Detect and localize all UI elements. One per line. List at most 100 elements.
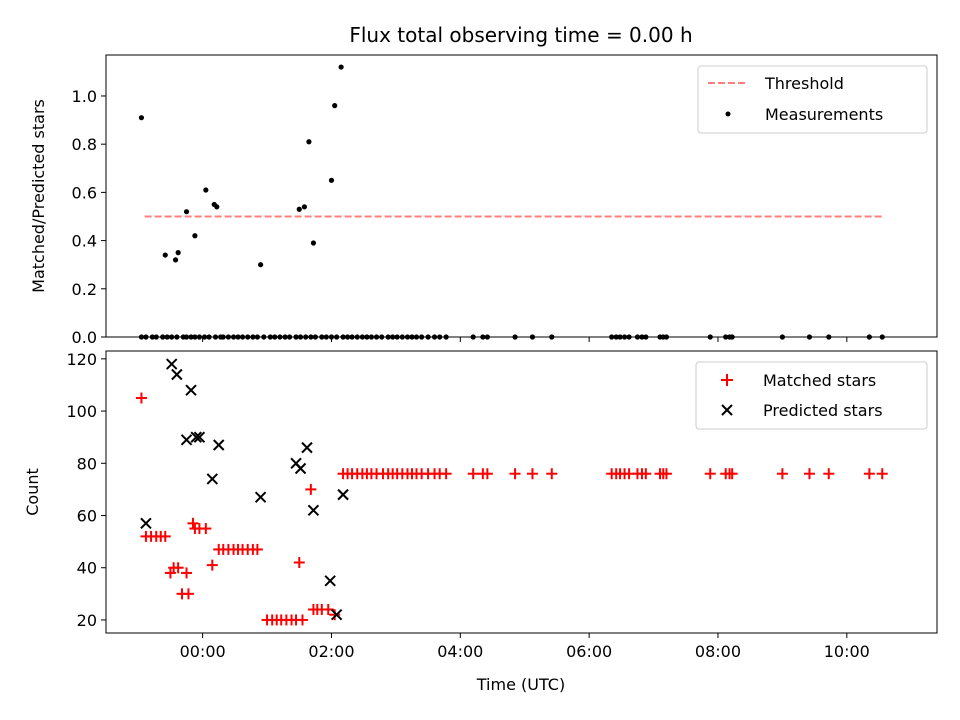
- measurement-point: [306, 139, 312, 145]
- measurement-point: [183, 209, 190, 215]
- x-axis-label: Time (UTC): [476, 675, 565, 694]
- measurement-point: [729, 334, 735, 340]
- predicted-star-point: [307, 504, 320, 516]
- matched-star-point: [776, 468, 788, 480]
- measurement-point: [529, 334, 536, 340]
- measurement-point: [344, 334, 351, 340]
- measurement-point: [192, 334, 198, 340]
- measurement-point: [549, 334, 555, 340]
- measurement-point: [390, 334, 396, 340]
- measurement-point: [512, 334, 518, 340]
- measurement-point: [235, 334, 241, 340]
- measurement-point: [312, 334, 318, 340]
- measurement-point: [308, 334, 314, 340]
- matched-star-point: [293, 557, 305, 568]
- bottom-y-axis-label: Count: [23, 468, 42, 516]
- measurement-point: [394, 334, 400, 340]
- predicted-star-point: [193, 431, 206, 443]
- bottom-y-tick-label: 40: [77, 559, 97, 578]
- measurement-point: [323, 334, 329, 340]
- bottom-legend: Matched stars Predicted stars: [695, 361, 928, 430]
- bottom-plot-marks: [135, 358, 888, 626]
- measurement-point: [338, 64, 344, 70]
- bottom-y-tick-label: 20: [77, 611, 97, 630]
- matched-star-point: [660, 468, 672, 480]
- measurement-point: [143, 334, 149, 340]
- measurement-point: [354, 334, 360, 340]
- matched-star-point: [182, 588, 194, 600]
- measurement-point: [188, 334, 194, 340]
- legend-predicted-swatch: [721, 404, 733, 416]
- measurement-point: [192, 233, 198, 239]
- top-y-tick-label: 1.0: [72, 87, 97, 106]
- measurement-point: [431, 334, 438, 340]
- bottom-axes-frame: [105, 350, 938, 634]
- top-panel: 0.0 0.2 0.4 0.6 0.8 1.0 Matched/Predicted sta…: [29, 54, 938, 347]
- bottom-x-tick-label: 04:00: [437, 642, 483, 661]
- measurement-point: [149, 334, 155, 340]
- top-legend: Threshold Measurements: [697, 65, 928, 134]
- measurement-point: [297, 334, 304, 340]
- predicted-star-point: [301, 441, 313, 454]
- matched-star-point: [296, 614, 308, 626]
- bottom-panel: 20 40 60 80 100 120 00:00 02:00 04:00 06:00 08:00…: [23, 350, 938, 694]
- measurement-point: [779, 334, 785, 340]
- measurement-point: [138, 334, 145, 340]
- measurement-point: [267, 334, 273, 340]
- measurement-point: [301, 204, 308, 210]
- measurement-point: [303, 334, 309, 340]
- measurement-point: [413, 334, 420, 340]
- top-legend-box: [697, 65, 928, 134]
- measurement-point: [296, 206, 302, 212]
- bottom-x-tick-label: 02:00: [308, 642, 354, 661]
- measurement-point: [349, 334, 355, 340]
- bottom-y-tick-label: 60: [77, 507, 97, 526]
- matched-star-point: [206, 559, 218, 571]
- matched-star-point: [135, 392, 147, 404]
- legend-measurements-swatch: [725, 111, 731, 117]
- measurement-point: [239, 334, 246, 340]
- measurement-point: [419, 334, 425, 340]
- chart-title: Flux total observing time = 0.00 h: [349, 23, 692, 47]
- measurement-point: [613, 334, 619, 340]
- measurement-point: [621, 334, 628, 340]
- matched-star-point: [823, 468, 835, 480]
- predicted-star-point: [171, 368, 183, 381]
- measurement-point: [230, 334, 237, 340]
- measurement-point: [425, 334, 431, 340]
- measurement-point: [258, 262, 264, 268]
- measurement-point: [164, 334, 170, 340]
- matched-star-point: [251, 543, 263, 555]
- measurement-point: [707, 334, 713, 340]
- matched-star-point: [481, 468, 493, 480]
- measurement-point: [368, 334, 375, 340]
- bottom-y-tick-label: 100: [66, 402, 97, 421]
- measurement-point: [174, 334, 180, 340]
- measurement-point: [643, 334, 649, 340]
- matched-star-point: [509, 468, 521, 480]
- bottom-x-tick-label: 00:00: [180, 642, 226, 661]
- bottom-x-tick-label: 10:00: [824, 642, 870, 661]
- measurement-point: [879, 334, 885, 340]
- measurement-point: [169, 334, 175, 340]
- bottom-x-tick-label: 08:00: [695, 642, 741, 661]
- top-y-axis-label: Matched/Predicted stars: [29, 99, 48, 293]
- measurement-point: [626, 334, 632, 340]
- bottom-x-ticks: 00:00 02:00 04:00 06:00 08:00 10:00: [180, 633, 870, 661]
- measurement-point: [183, 334, 190, 340]
- measurement-point: [634, 334, 641, 340]
- matched-star-point: [863, 468, 875, 480]
- matched-star-point: [172, 562, 184, 574]
- measurement-point: [212, 334, 219, 340]
- measurement-point: [359, 334, 365, 340]
- measurement-point: [866, 334, 872, 340]
- measurement-point: [470, 334, 476, 340]
- measurement-point: [385, 334, 391, 340]
- measurement-point: [162, 252, 168, 258]
- measurement-point: [196, 334, 203, 340]
- predicted-star-point: [213, 439, 225, 451]
- matched-star-point: [159, 530, 171, 542]
- legend-measurements-label: Measurements: [765, 105, 883, 124]
- bottom-y-tick-label: 120: [66, 350, 97, 369]
